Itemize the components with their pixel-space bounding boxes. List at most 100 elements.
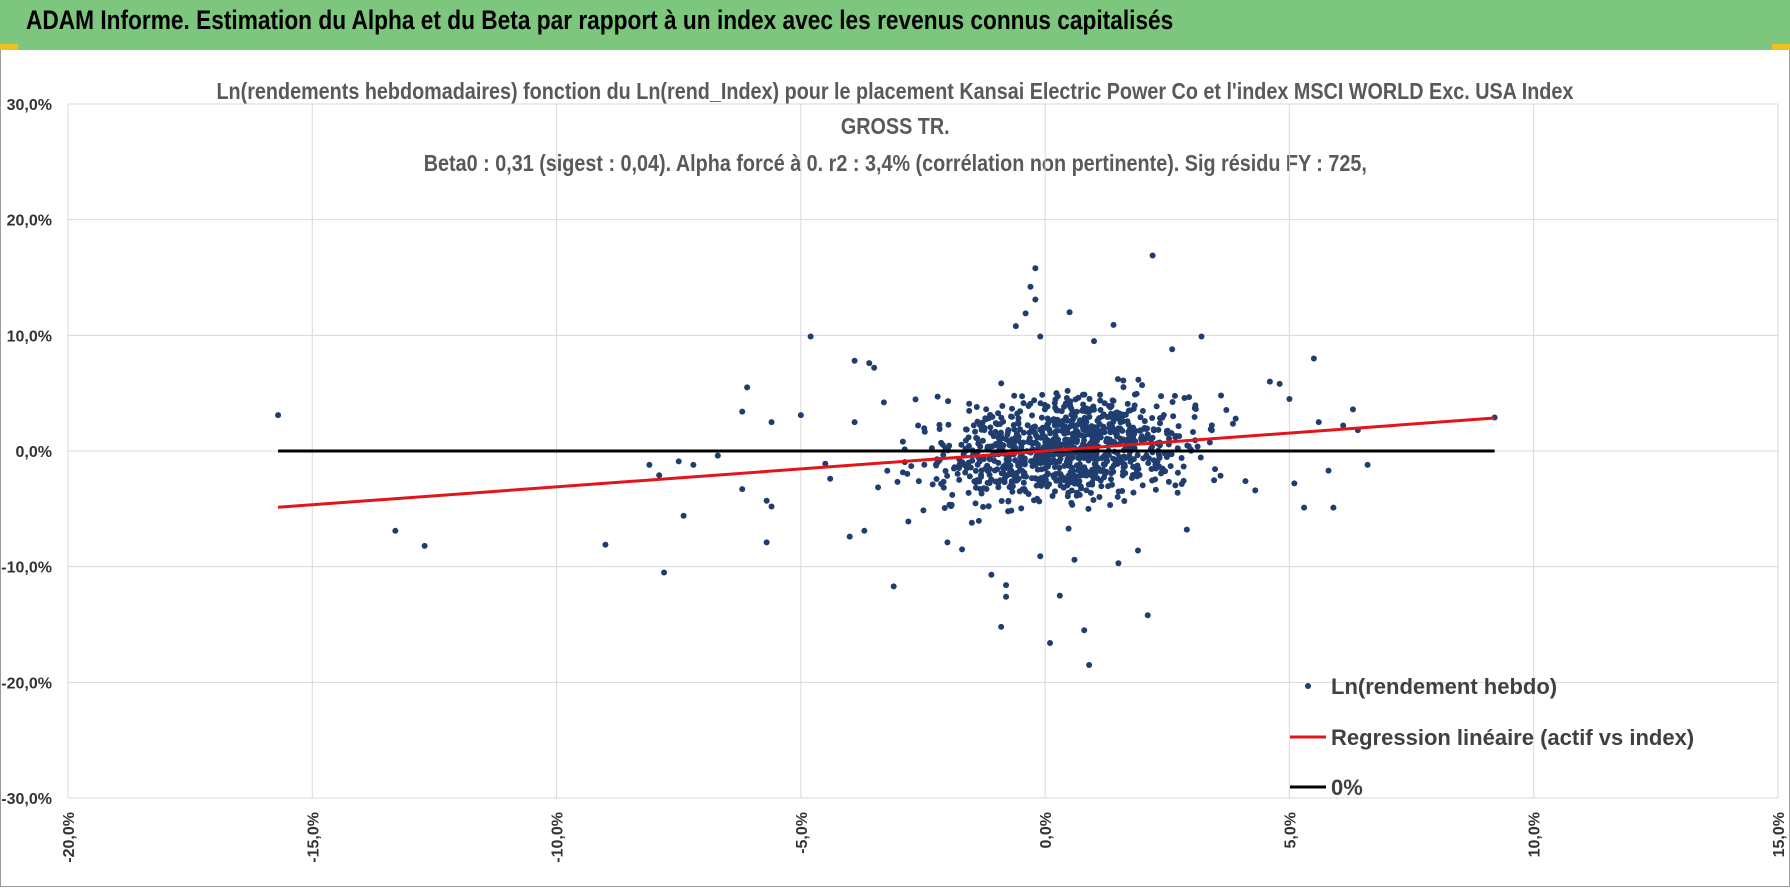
data-point — [1015, 415, 1022, 422]
data-point — [807, 333, 814, 340]
data-point — [1223, 407, 1230, 414]
data-point — [956, 476, 963, 483]
data-point — [1038, 414, 1045, 421]
legend-item-zero: 0% — [1290, 775, 1363, 800]
data-point — [1038, 475, 1045, 482]
data-point — [1050, 436, 1057, 443]
data-point — [1172, 482, 1179, 489]
data-point — [1051, 488, 1058, 495]
data-point — [1083, 418, 1090, 425]
data-point — [1012, 457, 1019, 464]
data-point — [1105, 451, 1112, 458]
data-point — [1129, 472, 1136, 479]
data-point — [1276, 380, 1283, 387]
data-point — [1349, 406, 1356, 413]
data-point — [1137, 414, 1144, 421]
data-point — [1197, 454, 1204, 461]
data-point — [975, 440, 982, 447]
data-point — [1119, 472, 1126, 479]
data-point — [1027, 400, 1034, 407]
data-point — [1096, 493, 1103, 500]
data-point — [1042, 477, 1049, 484]
data-point — [974, 477, 981, 484]
x-tick-label: 10,0% — [1527, 812, 1544, 857]
data-point — [1164, 430, 1171, 437]
data-point — [933, 461, 940, 468]
data-point — [875, 484, 882, 491]
data-point — [1229, 420, 1236, 427]
data-point — [1047, 640, 1054, 647]
data-point — [965, 442, 972, 449]
data-point — [1130, 456, 1137, 463]
data-point — [861, 527, 868, 534]
data-point — [978, 426, 985, 433]
x-tick-label: -20,0% — [61, 812, 78, 863]
data-point — [936, 421, 943, 428]
data-point — [1208, 422, 1215, 429]
data-point — [1134, 452, 1141, 459]
data-point — [1152, 461, 1159, 468]
data-point — [680, 512, 687, 519]
data-point — [973, 404, 980, 411]
data-point — [962, 437, 969, 444]
data-point — [1291, 480, 1298, 487]
data-point — [646, 461, 653, 468]
data-point — [1020, 429, 1027, 436]
data-point — [1217, 472, 1224, 479]
data-point — [1071, 413, 1078, 420]
data-point — [938, 480, 945, 487]
data-point — [763, 497, 770, 504]
chart-title-line-3: Beta0 : 0,31 (sigest : 0,04). Alpha forc… — [423, 150, 1367, 176]
data-point — [1020, 479, 1027, 486]
data-point — [1071, 556, 1078, 563]
data-point — [1181, 395, 1188, 402]
data-point — [1101, 400, 1108, 407]
data-point — [1152, 486, 1159, 493]
data-point — [1016, 488, 1023, 495]
data-point — [938, 439, 945, 446]
data-point — [1066, 309, 1073, 316]
data-point — [739, 486, 746, 493]
data-point — [1069, 501, 1076, 508]
data-point — [1103, 435, 1110, 442]
data-point — [1206, 439, 1213, 446]
data-point — [1135, 376, 1142, 383]
data-point — [1021, 455, 1028, 462]
data-point — [1092, 469, 1099, 476]
data-point — [1168, 451, 1175, 458]
data-point — [851, 419, 858, 426]
header-corner-left — [0, 44, 18, 50]
y-tick-label: -10,0% — [1, 560, 52, 577]
data-point — [1001, 463, 1008, 470]
data-point — [1301, 504, 1308, 511]
data-point — [768, 419, 775, 426]
data-point — [983, 406, 990, 413]
data-point — [1073, 492, 1080, 499]
data-point — [1110, 397, 1117, 404]
data-point — [1086, 661, 1093, 668]
data-point — [991, 442, 998, 449]
data-point — [1003, 436, 1010, 443]
data-point — [1037, 460, 1044, 467]
data-point — [1050, 452, 1057, 459]
data-point — [661, 569, 668, 576]
data-point — [1083, 408, 1090, 415]
legend-item-regression: Regression linéaire (actif vs index) — [1290, 725, 1694, 750]
data-point — [1069, 452, 1076, 459]
data-point — [1198, 333, 1205, 340]
data-point — [846, 533, 853, 540]
data-point — [1166, 435, 1173, 442]
data-point — [982, 415, 989, 422]
data-point — [1089, 430, 1096, 437]
data-point — [1178, 455, 1185, 462]
data-point — [1091, 338, 1097, 345]
data-points — [275, 252, 1498, 668]
data-point — [827, 475, 834, 482]
legend-item-points: Ln(rendement hebdo) — [1305, 674, 1557, 699]
data-point — [974, 461, 981, 468]
data-point — [1242, 478, 1249, 485]
data-point — [1108, 481, 1115, 488]
data-point — [1098, 483, 1105, 490]
data-point — [1086, 413, 1093, 420]
data-point — [1028, 475, 1035, 482]
